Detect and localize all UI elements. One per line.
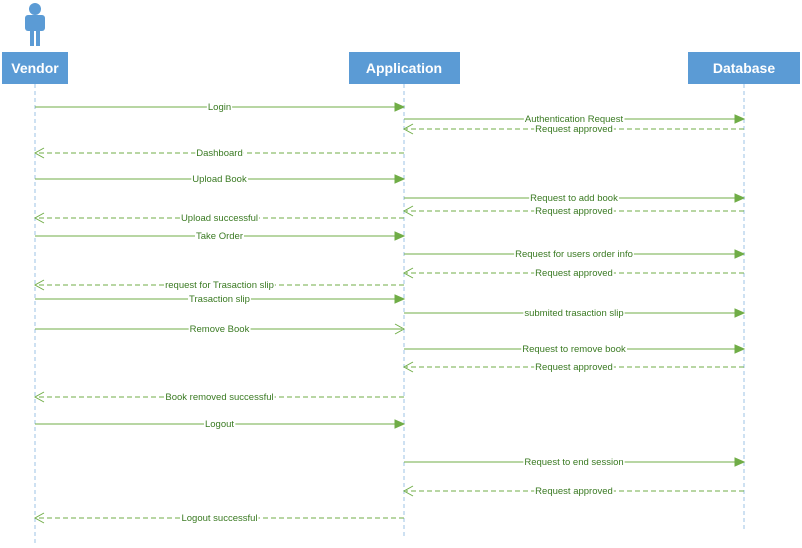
message-label-background (164, 280, 275, 291)
message: Logout (35, 419, 406, 430)
participant-label: Application (366, 60, 442, 76)
message: Request approved (402, 123, 744, 135)
message-label-background (195, 231, 244, 242)
message-label: Request approved (535, 206, 613, 217)
message: Request approved (402, 485, 744, 497)
message: Request approved (402, 267, 744, 279)
message-label: Take Order (196, 231, 243, 242)
message-label: Remove Book (190, 324, 250, 335)
message-arrowhead (33, 391, 45, 403)
participant-application: Application (349, 52, 460, 84)
message-arrowhead (33, 212, 45, 224)
message-label-background (521, 344, 627, 355)
message-label-background (179, 213, 260, 224)
message: Login (35, 102, 406, 113)
message-label: request for Trasaction slip (165, 280, 274, 291)
message-arrowhead (394, 231, 406, 241)
message-label: Request approved (535, 268, 613, 279)
message: Request to remove book (404, 344, 746, 355)
message-label-background (534, 268, 614, 279)
message-arrowhead (734, 344, 746, 354)
message-label-background (195, 148, 244, 159)
message-arrowhead (402, 123, 414, 135)
message-label-background (191, 174, 248, 185)
message-arrowhead (33, 512, 45, 524)
message-arrowhead (394, 323, 406, 335)
message-arrowhead (402, 361, 414, 373)
message: Book removed successful (33, 391, 404, 403)
message-label-background (534, 486, 614, 497)
message-arrowhead (734, 308, 746, 318)
message: Request approved (402, 361, 744, 373)
message-label: Book removed successful (165, 392, 273, 403)
message-arrowhead (394, 174, 406, 184)
message-label: Upload successful (181, 213, 258, 224)
message: submited trasaction slip (404, 308, 746, 319)
message-arrowhead (394, 294, 406, 304)
message: Take Order (35, 231, 406, 242)
message-label: Request to remove book (522, 344, 626, 355)
message-label-background (523, 457, 625, 468)
participant-database: Database (688, 52, 800, 84)
message-label: Request approved (535, 362, 613, 373)
message-arrowhead (734, 114, 746, 124)
participant-label: Vendor (11, 60, 59, 76)
message: Request approved (402, 205, 744, 217)
message-arrowhead (402, 267, 414, 279)
message: Trasaction slip (35, 294, 406, 305)
message-label-background (534, 206, 614, 217)
message: Authentication Request (404, 114, 746, 125)
message: Upload Book (35, 174, 406, 185)
message-arrowhead (734, 457, 746, 467)
message-label: Request for users order info (515, 249, 633, 260)
message-label-background (203, 419, 236, 430)
message-label: submited trasaction slip (524, 308, 623, 319)
message-label: Dashboard (196, 148, 242, 159)
message-label-background (523, 308, 625, 319)
message-arrowhead (402, 205, 414, 217)
message-arrowhead (394, 419, 406, 429)
message-label: Logout successful (181, 513, 257, 524)
message: Logout successful (33, 512, 404, 524)
message-label: Request to end session (524, 457, 623, 468)
participant-vendor: Vendor (2, 52, 68, 84)
message-label: Login (208, 102, 231, 113)
person-icon (25, 3, 45, 46)
message: Remove Book (35, 323, 406, 335)
message-arrowhead (33, 279, 45, 291)
message-arrowhead (734, 193, 746, 203)
message-label: Logout (205, 419, 234, 430)
message-arrowhead (402, 485, 414, 497)
message: Request to add book (404, 193, 746, 204)
message-arrowhead (33, 147, 45, 159)
message: Request to end session (404, 457, 746, 468)
message-label-background (206, 102, 233, 113)
message-label-background (523, 114, 625, 125)
message-label-background (534, 124, 614, 135)
message-label-background (180, 513, 259, 524)
message: request for Trasaction slip (33, 279, 404, 291)
message-label-background (188, 294, 251, 305)
message: Dashboard (33, 147, 404, 159)
message-label-background (529, 193, 620, 204)
message-label: Request approved (535, 486, 613, 497)
message-arrowhead (734, 249, 746, 259)
message-label: Trasaction slip (189, 294, 250, 305)
message-label-background (188, 324, 251, 335)
message-label: Request approved (535, 124, 613, 135)
message-label: Request to add book (530, 193, 618, 204)
participant-label: Database (713, 60, 775, 76)
message-arrowhead (394, 102, 406, 112)
message-label: Upload Book (192, 174, 247, 185)
message-label-background (164, 392, 275, 403)
message: Request for users order info (404, 249, 746, 260)
message-label: Authentication Request (525, 114, 624, 125)
message-label-background (534, 362, 614, 373)
message-label-background (514, 249, 634, 260)
message: Upload successful (33, 212, 404, 224)
